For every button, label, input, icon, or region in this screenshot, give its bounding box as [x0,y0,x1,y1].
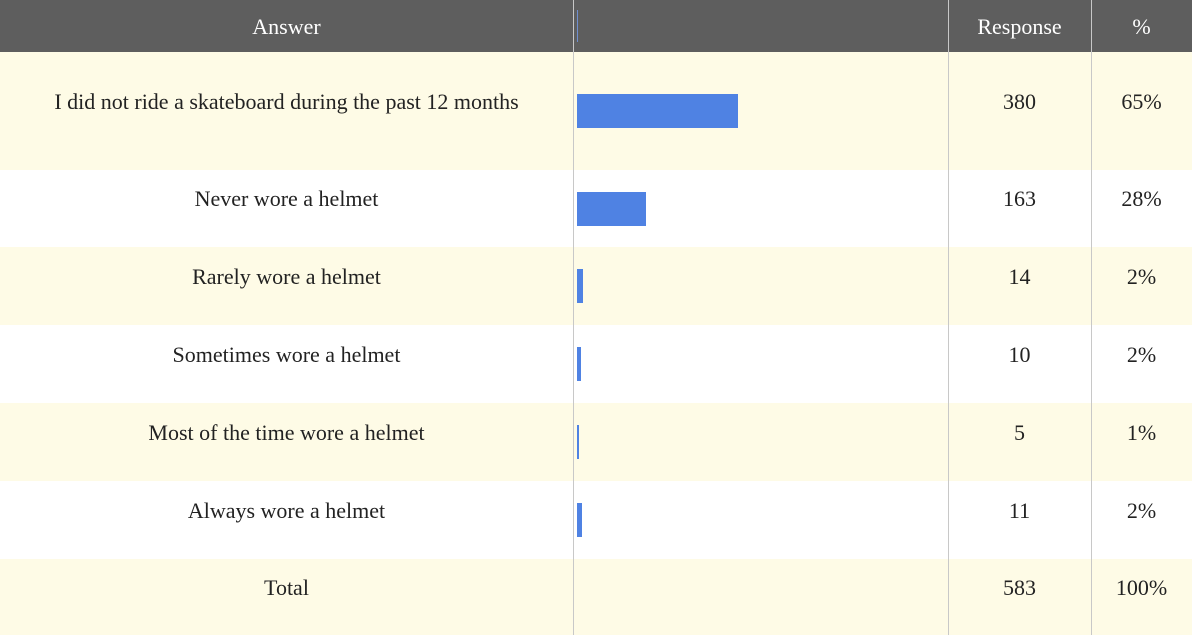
answer-cell: I did not ride a skateboard during the p… [54,88,519,114]
response-cell: 583 [1003,574,1036,600]
column-separator [573,0,574,635]
percent-cell: 100% [1115,574,1168,600]
percent-cell: 28% [1121,186,1162,211]
response-bar [577,94,738,128]
percent-cell: 2% [1126,497,1157,523]
header-cell: % [1091,0,1192,52]
answer-cell: Most of the time wore a helmet [148,419,425,445]
response-cell: 11 [1008,497,1031,523]
header-cell: Answer [0,0,573,52]
percent-cell: 65% [1121,88,1162,114]
response-bar [577,191,647,226]
row-background [0,559,1192,635]
response-cell: 10 [1008,341,1031,367]
response-cell: 380 [1003,88,1036,114]
response-bar [577,425,580,459]
row-background [0,247,1192,325]
column-separator [948,0,949,635]
response-bar [577,347,582,381]
answer-cell: Rarely wore a helmet [192,263,381,289]
header-cell [573,0,948,52]
percent-cell: 1% [1126,419,1157,445]
row-background [0,403,1192,481]
row-background [0,481,1192,559]
answer-cell: Sometimes wore a helmet [172,341,401,367]
response-bar [577,503,582,537]
response-cell: 5 [1014,419,1025,445]
response-cell: 163 [1003,186,1036,211]
answer-cell: Always wore a helmet [187,497,386,523]
answer-cell: Total [264,574,309,600]
percent-cell: 2% [1126,341,1157,367]
response-cell: 14 [1008,263,1031,289]
row-background [0,325,1192,403]
answer-cell: Never wore a helmet [194,186,379,211]
header-cell: Response [948,0,1091,52]
percent-cell: 2% [1126,263,1157,289]
response-bar [577,269,583,303]
column-separator [577,10,578,42]
column-separator [1091,0,1092,635]
